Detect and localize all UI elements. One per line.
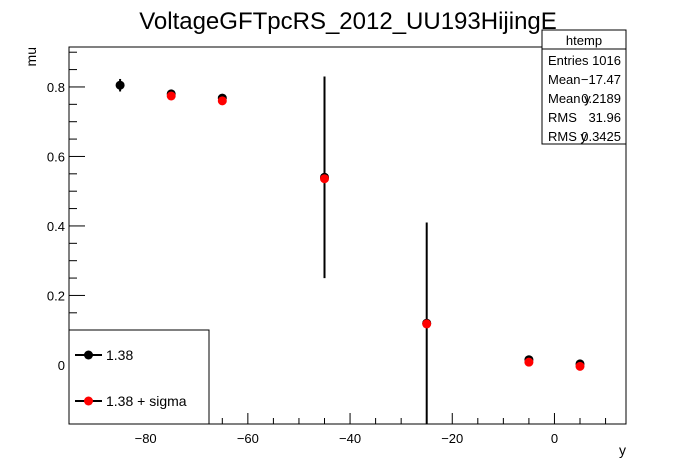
stats-box-rows: Entries 1016 Mean −17.47 Mean y0.2189 RMS 31.9… — [548, 53, 621, 144]
stats-value: 0.3425 — [581, 129, 621, 144]
stats-label: RMS y — [548, 129, 588, 144]
x-tick-label: −20 — [441, 431, 463, 446]
stats-label: Mean — [548, 72, 581, 87]
data-point — [115, 80, 125, 90]
stats-value: 1016 — [592, 53, 621, 68]
legend-label: 1.38 — [106, 347, 133, 363]
x-axis-label: y — [619, 442, 626, 458]
stats-value: 0.2189 — [581, 91, 621, 106]
stats-label: Entries — [548, 53, 589, 68]
data-point — [422, 319, 432, 329]
legend-item: 1.38 — [75, 347, 133, 363]
legend-items: 1.38 1.38 + sigma — [75, 347, 187, 409]
stats-box: htemp Entries 1016 Mean −17.47 Mean y0.2189 R… — [541, 29, 627, 145]
y-tick-label: 0.8 — [47, 80, 65, 95]
stats-label: Mean y — [548, 91, 591, 106]
data-point — [166, 91, 176, 101]
y-axis-label: mu — [23, 47, 39, 66]
stats-label: RMS — [548, 110, 577, 125]
series-2 — [166, 91, 585, 371]
data-point — [217, 96, 227, 106]
legend-frame — [68, 329, 210, 425]
stats-value: −17.47 — [581, 72, 621, 87]
data-point — [575, 361, 585, 371]
x-tick-label: −60 — [237, 431, 259, 446]
x-tick-label: 0 — [551, 431, 558, 446]
stats-value: 31.96 — [588, 110, 621, 125]
series-layer — [115, 76, 585, 424]
chart-title: VoltageGFTpcRS_2012_UU193HijingE — [139, 8, 557, 35]
legend: 1.38 1.38 + sigma — [68, 329, 210, 425]
data-point — [524, 357, 534, 367]
legend-item: 1.38 + sigma — [75, 393, 187, 409]
x-axis-tick-labels: −80 −60 −40 −20 0 — [135, 431, 558, 446]
x-tick-label: −40 — [339, 431, 361, 446]
y-tick-label: 0 — [58, 358, 65, 373]
y-tick-label: 0.4 — [47, 219, 65, 234]
legend-marker — [84, 396, 93, 406]
y-axis-tick-labels: 0 0.2 0.4 0.6 0.8 — [47, 80, 65, 373]
data-point — [320, 174, 330, 184]
plot-frame — [68, 46, 627, 425]
legend-marker — [84, 350, 93, 360]
y-tick-label: 0.2 — [47, 288, 65, 303]
x-tick-label: −80 — [135, 431, 157, 446]
y-tick-label: 0.6 — [47, 149, 65, 164]
stats-box-title: htemp — [566, 33, 602, 48]
legend-label: 1.38 + sigma — [106, 393, 187, 409]
